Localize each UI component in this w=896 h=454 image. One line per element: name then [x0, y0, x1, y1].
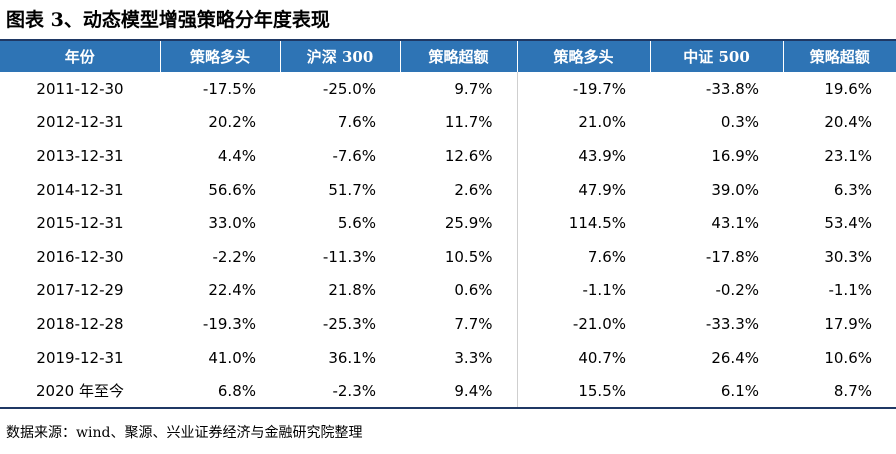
cell-excess-hs300: 2.6% [454, 180, 493, 199]
source-note: 数据来源：wind、聚源、兴业证券经济与金融研究院整理 [6, 425, 363, 441]
cell-strategy-long-hs300: 56.6% [208, 180, 256, 199]
cell-strategy-long-hs300: 6.8% [160, 374, 280, 409]
header-year: 年份 [0, 41, 160, 72]
table-row: 2013-12-31 4.4% -7.6% 12.6% 43.9% 16.9% 23.1% [0, 139, 896, 173]
cell-excess-zz500: -1.1% [828, 281, 872, 300]
cell-strategy-long-zz500: -1.1% [516, 273, 650, 308]
table-row: 2020 年至今 6.8% -2.3% 9.4% 15.5% 6.1% 8.7% [0, 374, 896, 409]
cell-strategy-long-zz500: -19.7% [516, 72, 650, 106]
cell-strategy-long-hs300: 20.2% [208, 113, 256, 132]
cell-hs300: -11.3% [322, 247, 376, 266]
cell-zz500: -33.3% [705, 314, 759, 333]
table-row: 2016-12-30 -2.2% -11.3% 10.5% 7.6% -17.8% 30.3… [0, 239, 896, 274]
cell-year: 2020 年至今 [0, 374, 160, 409]
cell-zz500: -33.8% [705, 79, 759, 98]
cell-strategy-long-zz500: 114.5% [516, 206, 650, 240]
cell-strategy-long-zz500: -21.0% [516, 307, 650, 341]
cell-year: 2019-12-31 [36, 348, 124, 367]
cell-strategy-long-zz500: 43.9% [516, 139, 650, 173]
cell-year: 2012-12-31 [36, 113, 124, 132]
cell-year: 2017-12-29 [36, 281, 124, 300]
header-strategy-long-hs300: 策略多头 [159, 41, 280, 72]
cell-hs300: -2.3% [280, 374, 400, 409]
cell-year: 2015-12-31 [36, 214, 124, 233]
cell-strategy-long-zz500: 15.5% [516, 374, 650, 409]
header-excess-hs300: 策略超额 [399, 41, 517, 72]
cell-zz500: -0.2% [715, 281, 759, 300]
cell-excess-hs300: 12.6% [444, 146, 493, 165]
cell-excess-hs300: 11.7% [444, 113, 493, 132]
header-strategy-long-zz500: 策略多头 [516, 41, 650, 72]
cell-zz500: -17.8% [705, 247, 759, 266]
cell-hs300: -25.0% [322, 79, 376, 98]
header-row: 年份 策略多头 沪深 300 策略超额 策略多头 中证 500 策略超额 [0, 41, 896, 72]
cell-strategy-long-hs300: -17.5% [202, 79, 256, 98]
cell-excess-zz500: 10.6% [824, 348, 872, 367]
table-row: 2017-12-29 22.4% 21.8% 0.6% -1.1% -0.2% -1.1% [0, 273, 896, 308]
cell-strategy-long-zz500: 7.6% [516, 239, 650, 274]
cell-zz500: 39.0% [711, 180, 759, 199]
cell-excess-hs300: 0.6% [454, 281, 493, 300]
cell-strategy-long-hs300: -19.3% [202, 314, 256, 333]
cell-zz500: 26.4% [711, 348, 759, 367]
cell-excess-zz500: 53.4% [824, 214, 872, 233]
header-hs300: 沪深 300 [279, 41, 400, 72]
top-rule [0, 39, 896, 41]
cell-excess-zz500: 6.3% [833, 180, 872, 199]
cell-excess-zz500: 19.6% [824, 79, 872, 98]
cell-strategy-long-hs300: 4.4% [217, 146, 256, 165]
header-zz500: 中证 500 [649, 41, 783, 72]
cell-year: 2011-12-30 [36, 79, 124, 98]
cell-excess-zz500: 23.1% [824, 146, 872, 165]
cell-excess-hs300: 3.3% [454, 348, 493, 367]
cell-excess-hs300: 9.4% [400, 374, 517, 409]
cell-strategy-long-zz500: 47.9% [516, 172, 650, 207]
cell-strategy-long-hs300: 33.0% [208, 214, 256, 233]
table-row: 2015-12-31 33.0% 5.6% 25.9% 114.5% 43.1% 53.4% [0, 206, 896, 240]
cell-hs300: 21.8% [328, 281, 376, 300]
table-title: 图表 3、动态模型增强策略分年度表现 [6, 9, 330, 31]
cell-hs300: -25.3% [322, 314, 376, 333]
cell-excess-zz500: 8.7% [783, 374, 896, 409]
table-row: 2014-12-31 56.6% 51.7% 2.6% 47.9% 39.0% 6.3% [0, 172, 896, 207]
cell-strategy-long-hs300: 41.0% [208, 348, 256, 367]
cell-hs300: 5.6% [337, 214, 376, 233]
cell-excess-hs300: 9.7% [454, 79, 493, 98]
cell-year: 2013-12-31 [36, 146, 124, 165]
cell-excess-zz500: 30.3% [824, 247, 872, 266]
cell-excess-zz500: 17.9% [824, 314, 872, 333]
cell-hs300: 36.1% [328, 348, 376, 367]
header-excess-zz500: 策略超额 [782, 41, 896, 72]
cell-strategy-long-hs300: -2.2% [212, 247, 256, 266]
cell-excess-hs300: 25.9% [444, 214, 493, 233]
cell-excess-hs300: 7.7% [454, 314, 493, 333]
table-row: 2012-12-31 20.2% 7.6% 11.7% 21.0% 0.3% 20.4% [0, 105, 896, 140]
cell-zz500: 0.3% [720, 113, 759, 132]
cell-zz500: 6.1% [650, 374, 783, 409]
performance-table: 年份 策略多头 沪深 300 策略超额 策略多头 中证 500 策略超额 201… [0, 41, 896, 409]
cell-year: 2014-12-31 [36, 180, 124, 199]
cell-strategy-long-zz500: 21.0% [516, 105, 650, 140]
table-row: 2018-12-28 -19.3% -25.3% 7.7% -21.0% -33.3% 17… [0, 307, 896, 341]
table-row: 2019-12-31 41.0% 36.1% 3.3% 40.7% 26.4% 10.6% [0, 340, 896, 375]
cell-excess-zz500: 20.4% [824, 113, 872, 132]
cell-year: 2018-12-28 [36, 314, 124, 333]
cell-hs300: 7.6% [337, 113, 376, 132]
cell-year: 2016-12-30 [36, 247, 124, 266]
cell-excess-hs300: 10.5% [444, 247, 493, 266]
cell-hs300: 51.7% [328, 180, 376, 199]
cell-zz500: 16.9% [711, 146, 759, 165]
cell-hs300: -7.6% [332, 146, 376, 165]
cell-strategy-long-hs300: 22.4% [208, 281, 256, 300]
table-row: 2011-12-30 -17.5% -25.0% 9.7% -19.7% -33.8% 19… [0, 72, 896, 106]
cell-zz500: 43.1% [711, 214, 759, 233]
cell-strategy-long-zz500: 40.7% [516, 340, 650, 375]
